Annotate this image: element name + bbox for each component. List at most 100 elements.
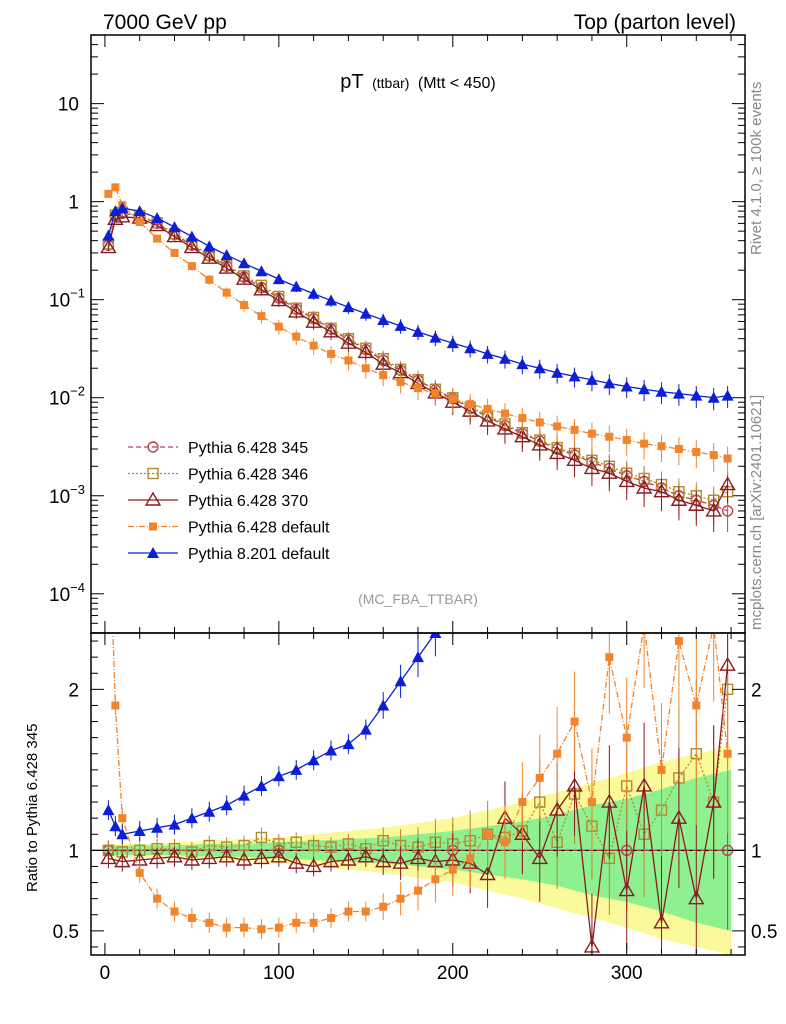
y-tick-label: 1 (68, 193, 79, 214)
series-line (107, 186, 728, 460)
ratio-point (357, 848, 375, 863)
data-point (357, 344, 375, 359)
ratio-point (692, 701, 701, 710)
data-point (481, 347, 494, 359)
data-point (220, 249, 233, 261)
data-point (307, 287, 320, 299)
ratio-point (394, 675, 407, 687)
ratio-point (409, 850, 427, 865)
ratio-point (253, 850, 270, 865)
data-point (305, 313, 322, 328)
analysis-label: (MC_FBA_TTBAR) (358, 591, 478, 607)
data-point (618, 473, 635, 488)
legend-marker (149, 522, 157, 531)
data-point (203, 240, 216, 252)
ratio-point (290, 836, 302, 848)
ratio-point (220, 799, 233, 811)
ratio-point (548, 801, 566, 816)
legend-label: Pythia 6.428 345 (188, 440, 308, 457)
ratio-point (116, 828, 129, 840)
ratio-point (414, 886, 422, 895)
ratio-point (640, 621, 648, 629)
data-point (238, 257, 251, 269)
data-point (322, 323, 340, 338)
data-point (102, 229, 115, 241)
data-point (688, 496, 705, 511)
ratio-point (710, 621, 718, 629)
upper-ticks: 10 1 10−1 10−2 10−3 10−4 (49, 34, 745, 634)
lower-ticks: 0.5 0.5 1 1 2 2 (53, 640, 777, 948)
legend-label: Pythia 6.428 370 (188, 493, 308, 510)
data-point (168, 221, 181, 233)
ratio-point (148, 850, 166, 865)
x-axis: 0 100 200 300 (100, 35, 732, 984)
series-line (107, 212, 728, 512)
data-point (655, 385, 668, 397)
ratio-point (153, 894, 162, 903)
ratio-point (325, 744, 338, 756)
x-tick-label: 300 (611, 963, 643, 984)
ratio-point (183, 851, 201, 866)
data-point (116, 202, 129, 214)
ratio-point (553, 749, 562, 758)
data-point (535, 418, 544, 427)
ratio-point (201, 850, 218, 865)
ratio-point (222, 923, 231, 932)
data-point (170, 248, 179, 257)
y-tick-label: 10−2 (49, 384, 85, 410)
data-point (448, 395, 457, 404)
legend-marker (147, 467, 159, 480)
data-point (359, 307, 372, 319)
ratio-point (601, 793, 618, 808)
data-point (518, 414, 527, 423)
data-point (587, 429, 596, 438)
x-tick-label: 100 (263, 963, 295, 984)
data-point (516, 358, 529, 370)
mcplots-label: mcplots.cern.ch [arXiv:2401.10621] (748, 395, 765, 630)
ratio-point (203, 805, 216, 817)
data-point (396, 377, 405, 386)
data-point (133, 205, 146, 217)
ratio-point (290, 763, 303, 775)
data-point (721, 389, 734, 401)
ratio-point (412, 651, 424, 663)
data-point (151, 212, 164, 224)
ratio-point (657, 765, 666, 774)
ratio-point (118, 814, 127, 823)
data-point (135, 218, 144, 227)
ratio-point (429, 633, 442, 638)
ratio-tick-label: 2 (68, 680, 79, 701)
legend: Pythia 6.428 345 Pythia 6.428 346 Pythia 6… (128, 440, 330, 563)
ratio-point (377, 699, 390, 711)
ratio-point (114, 853, 131, 868)
ratio-point (587, 798, 596, 807)
header-right: Top (parton level) (574, 11, 736, 34)
data-point (290, 280, 303, 292)
data-point (674, 444, 683, 453)
ratio-ylabel: Ratio to Pythia 6.428 345 (24, 724, 41, 892)
data-point (342, 301, 355, 313)
ratio-point (218, 848, 235, 863)
ratio-tick-label-right: 0.5 (751, 922, 777, 943)
data-point (514, 428, 531, 443)
data-point (479, 412, 496, 427)
data-point (692, 447, 701, 456)
ratio-point (635, 777, 653, 792)
data-point (255, 265, 268, 277)
data-point (548, 445, 566, 460)
ratio-point (500, 838, 509, 847)
legend-marker (147, 547, 159, 558)
lower-panel: 0.5 0.5 1 1 2 2 Ratio to Pythia 6.428 345 (24, 621, 777, 956)
ratio-point (185, 812, 198, 824)
ratio-point (342, 838, 355, 850)
data-point (107, 210, 124, 226)
legend-marker (147, 441, 159, 453)
data-point (431, 389, 440, 398)
ratio-point (305, 858, 322, 873)
ratio-point (187, 913, 196, 922)
ratio-point (344, 907, 353, 916)
data-point (657, 442, 666, 451)
ratio-point (151, 821, 164, 833)
data-point (187, 262, 196, 271)
